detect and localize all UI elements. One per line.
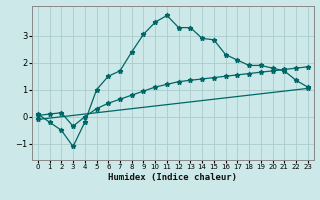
X-axis label: Humidex (Indice chaleur): Humidex (Indice chaleur) (108, 173, 237, 182)
